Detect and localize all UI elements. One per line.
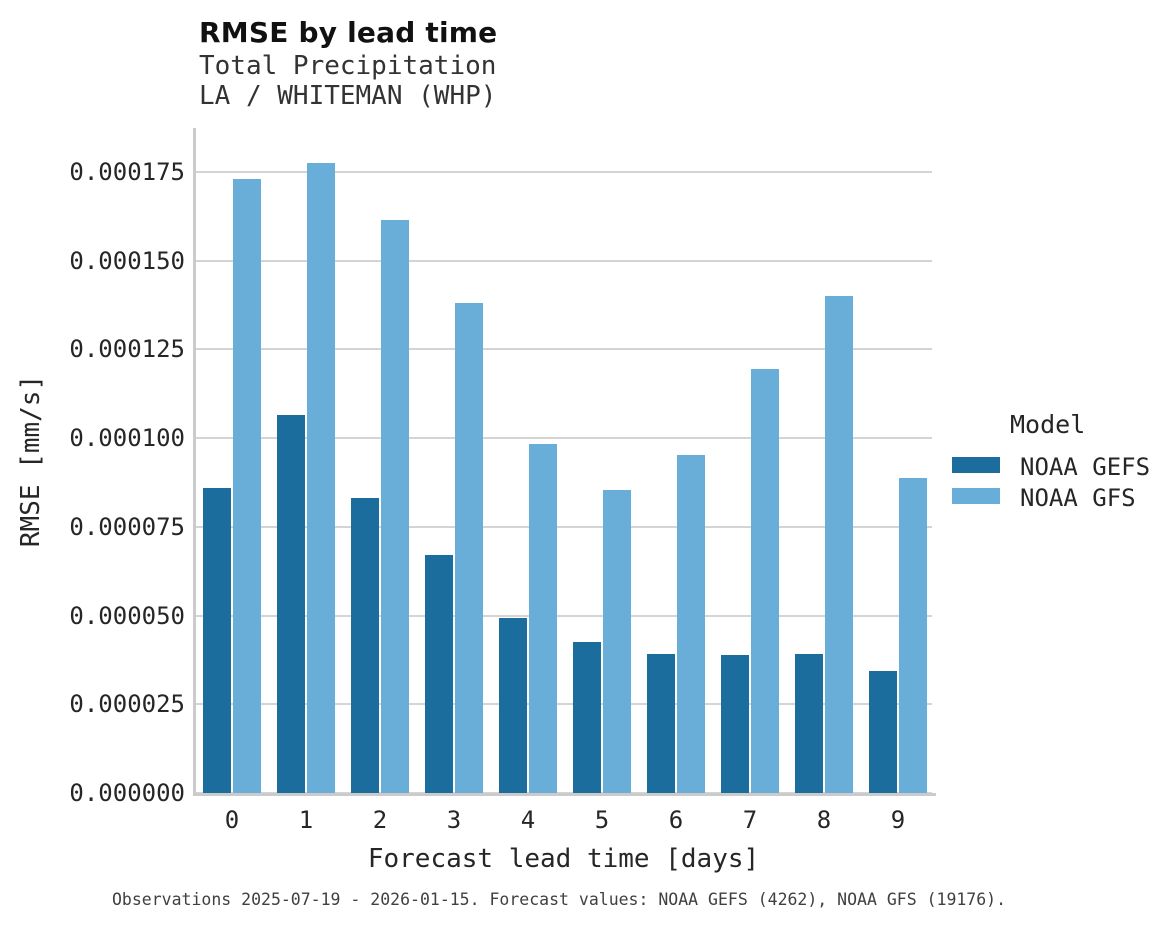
- y-tick-label: 0.000175: [69, 158, 185, 186]
- bar-noaa-gfs-day7: [751, 369, 779, 793]
- legend-label-gfs: NOAA GFS: [1020, 484, 1136, 512]
- x-tick-label: 0: [224, 806, 240, 834]
- gridline: [195, 525, 932, 528]
- bar-noaa-gfs-day8: [825, 296, 853, 793]
- legend-swatch-gefs: [952, 457, 1000, 473]
- legend-title: Model: [1010, 410, 1086, 439]
- bar-noaa-gfs-day3: [455, 302, 483, 793]
- x-tick-label: 8: [816, 806, 832, 834]
- y-tick-label: 0.000025: [69, 690, 185, 719]
- x-tick-label: 3: [446, 806, 462, 834]
- x-tick-label: 2: [372, 806, 388, 834]
- y-tick-label: 0.000125: [69, 335, 185, 364]
- gridline: [195, 437, 932, 440]
- chart-subtitle-variable: Total Precipitation: [199, 51, 497, 81]
- plot-area: [195, 128, 932, 794]
- footer-note: Observations 2025-07-19 - 2026-01-15. Fo…: [112, 890, 1007, 909]
- gridline: [195, 259, 932, 262]
- chart-subtitle-station: LA / WHITEMAN (WHP): [199, 81, 497, 111]
- y-tick-label: 0.000000: [69, 779, 185, 807]
- bar-noaa-gfs-day5: [603, 489, 631, 793]
- gridline: [195, 703, 932, 706]
- bar-noaa-gefs-day1: [277, 415, 305, 793]
- x-tick-label: 1: [298, 806, 314, 834]
- y-axis-spine: [193, 128, 196, 793]
- x-tick-label: 7: [742, 806, 758, 834]
- x-axis-spine: [193, 793, 936, 796]
- y-tick-label: 0.000075: [69, 512, 185, 541]
- y-tick-label: 0.000100: [69, 424, 185, 453]
- bar-noaa-gefs-day7: [721, 654, 749, 793]
- chart-title: RMSE by lead time: [199, 16, 498, 49]
- bar-noaa-gefs-day0: [203, 487, 231, 793]
- y-tick-label: 0.000050: [69, 601, 185, 630]
- bar-noaa-gefs-day3: [425, 555, 453, 793]
- gridline: [195, 171, 932, 173]
- y-tick-label: 0.000150: [69, 246, 185, 275]
- bar-noaa-gefs-day2: [351, 498, 379, 793]
- bar-noaa-gfs-day2: [381, 219, 409, 793]
- bar-noaa-gfs-day4: [529, 443, 557, 793]
- legend-swatch-gfs: [952, 488, 1000, 504]
- bar-noaa-gefs-day8: [795, 653, 823, 793]
- bar-noaa-gefs-day5: [573, 641, 601, 793]
- x-tick-label: 5: [594, 806, 610, 834]
- bar-noaa-gefs-day6: [647, 654, 675, 793]
- x-axis-title: Forecast lead time [days]: [367, 844, 760, 874]
- bar-noaa-gfs-day0: [233, 179, 261, 793]
- bar-noaa-gefs-day9: [869, 670, 897, 793]
- bar-noaa-gfs-day1: [307, 162, 335, 793]
- x-tick-label: 4: [520, 806, 536, 834]
- bar-noaa-gefs-day4: [499, 618, 527, 793]
- gridline: [195, 614, 932, 617]
- legend-label-gefs: NOAA GEFS: [1020, 453, 1151, 481]
- gridline: [195, 348, 932, 351]
- bar-noaa-gfs-day6: [677, 454, 705, 793]
- bar-noaa-gfs-day9: [899, 478, 927, 793]
- x-tick-label: 9: [890, 806, 906, 834]
- x-tick-label: 6: [668, 806, 684, 834]
